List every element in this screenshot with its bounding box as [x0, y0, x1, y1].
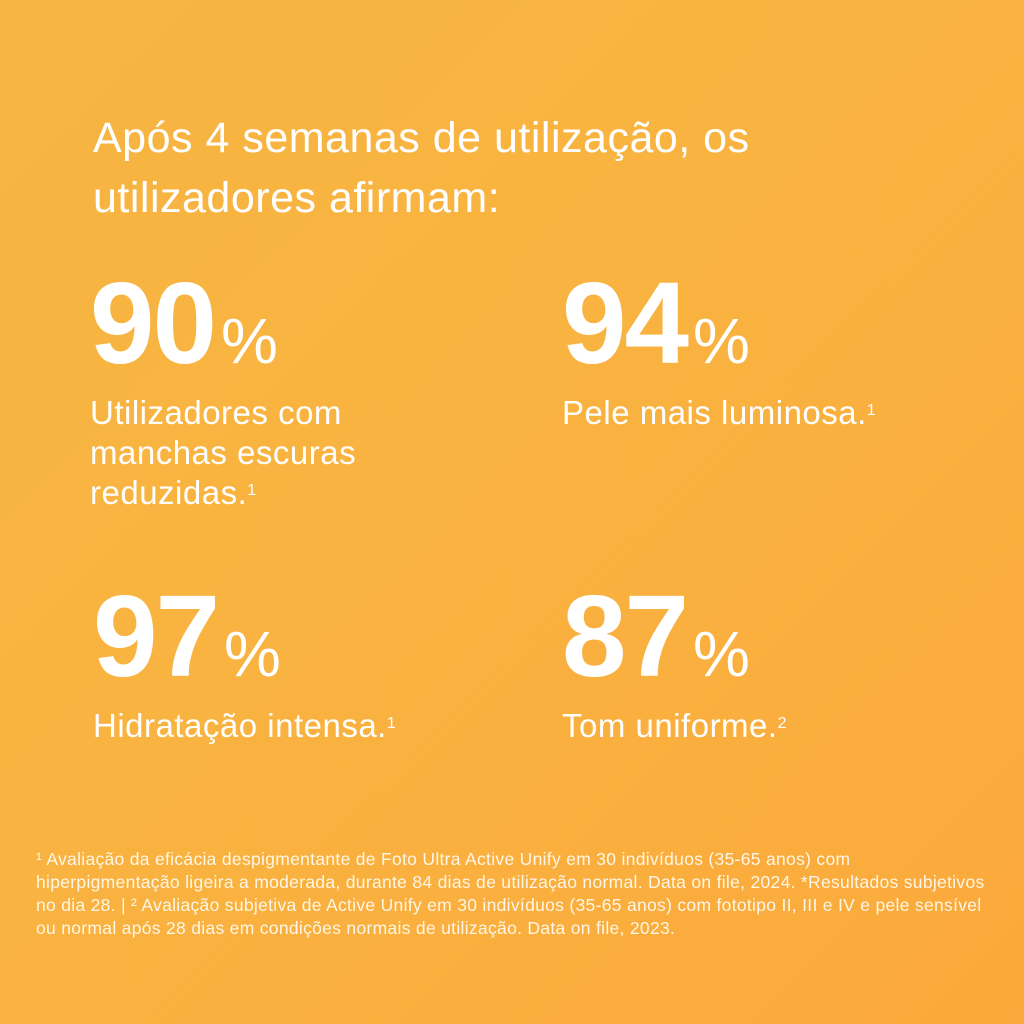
footnote: ¹ Avaliação da eficácia despigmentante d… — [36, 849, 985, 938]
stat-label: Pele mais luminosa.1 — [562, 393, 962, 433]
footnote-ref: 1 — [247, 482, 257, 499]
stat-label-text: Utilizadores com manchas escuras reduzid… — [90, 394, 357, 511]
stat-number: 94 % — [562, 265, 962, 381]
stat-label: Hidratação intensa.1 — [93, 706, 513, 746]
stat-unit: % — [693, 618, 750, 690]
stat-value: 94 — [562, 258, 689, 388]
stat-value: 97 — [93, 571, 220, 701]
stat-label-text: Hidratação intensa. — [93, 707, 387, 744]
stat-label-text: Pele mais luminosa. — [562, 394, 867, 431]
stat-unit: % — [221, 305, 278, 377]
stat-label: Utilizadores com manchas escuras reduzid… — [90, 393, 450, 513]
stat-number: 97 % — [93, 578, 513, 694]
stat-number: 90 % — [90, 265, 450, 381]
stat-hydration: 97 % Hidratação intensa.1 — [93, 578, 513, 746]
stat-label: Tom uniforme.2 — [562, 706, 962, 746]
footnote-ref: 1 — [386, 715, 397, 732]
stat-label-text: Tom uniforme. — [562, 707, 778, 744]
stat-dark-spots: 90 % Utilizadores com manchas escuras re… — [90, 265, 450, 513]
stat-value: 90 — [90, 258, 217, 388]
stat-value: 87 — [562, 571, 689, 701]
footnote-ref: 1 — [866, 402, 877, 419]
headline: Após 4 semanas de utilização, os utiliza… — [93, 114, 750, 222]
stat-unit: % — [224, 618, 281, 690]
stat-even-tone: 87 % Tom uniforme.2 — [562, 578, 962, 746]
stat-luminosity: 94 % Pele mais luminosa.1 — [562, 265, 962, 433]
stat-number: 87 % — [562, 578, 962, 694]
footnote-ref: 2 — [777, 715, 787, 732]
stat-unit: % — [693, 305, 750, 377]
